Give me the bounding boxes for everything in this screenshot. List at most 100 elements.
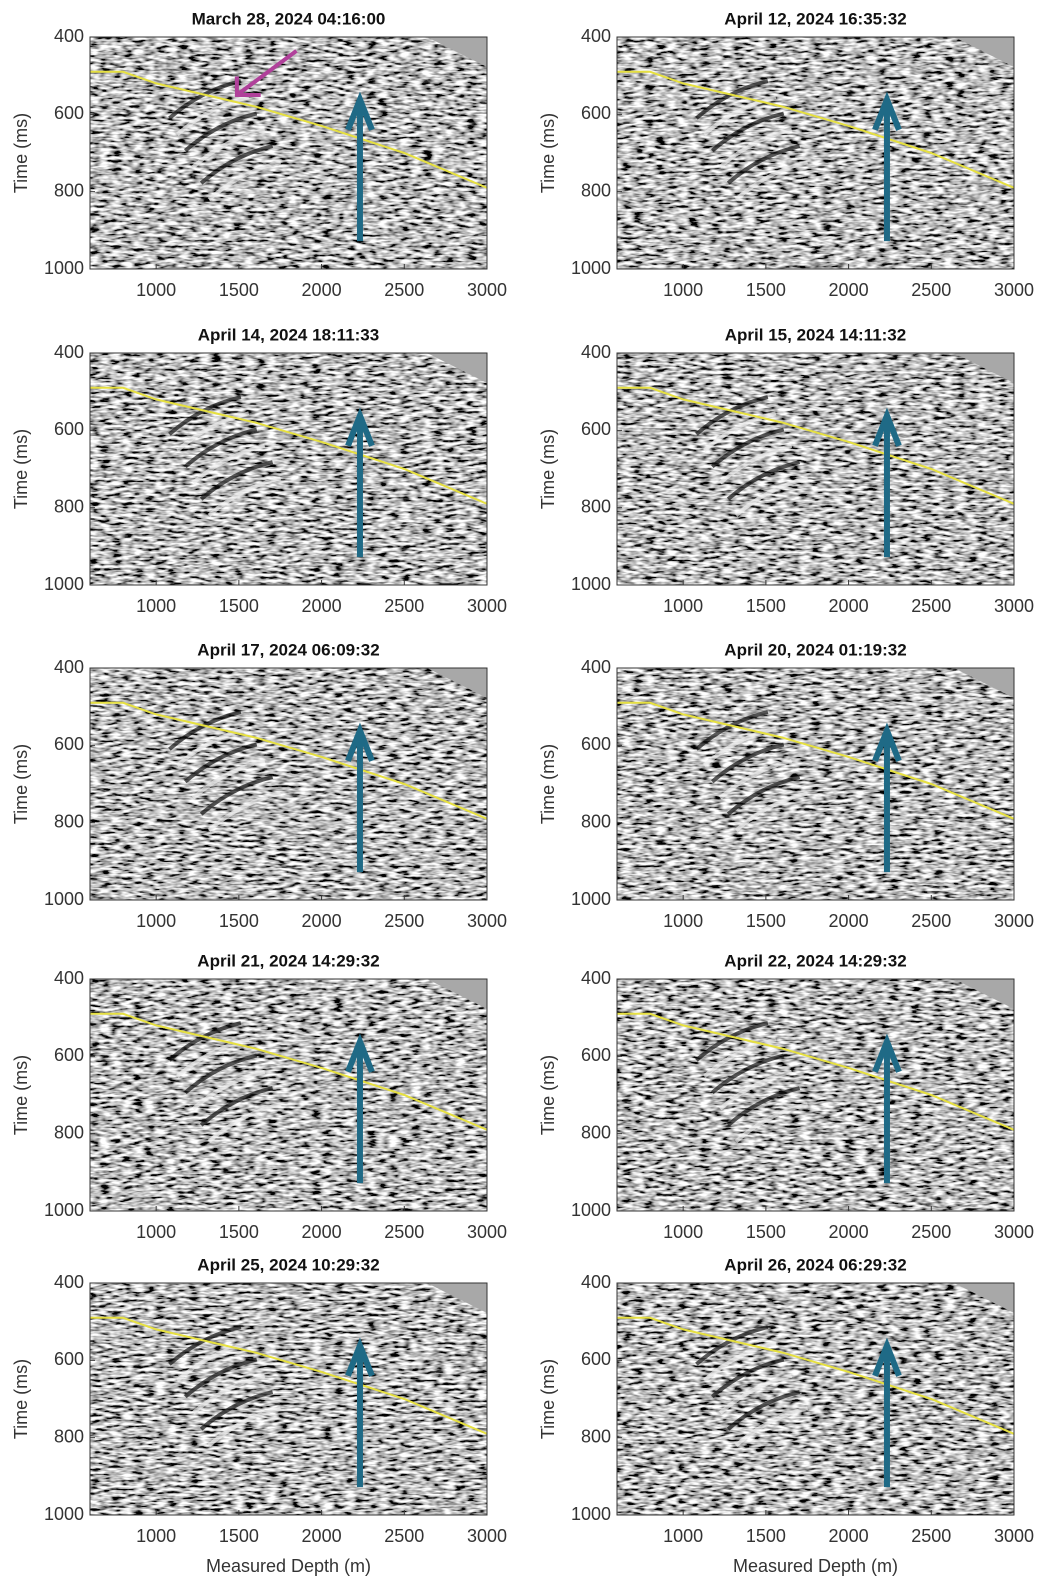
reflection-stripe <box>734 476 809 517</box>
horizon-line <box>90 701 487 820</box>
y-axis-label: Time (ms) <box>11 744 31 824</box>
reflection-stripe <box>207 1406 282 1447</box>
reflection-stripe <box>734 160 809 201</box>
chart-title: April 20, 2024 01:19:32 <box>724 640 906 659</box>
reflection-stripe <box>207 476 282 517</box>
muted-zone <box>954 353 1014 383</box>
reflection-stripe <box>176 411 250 452</box>
noise-texture <box>617 668 1014 900</box>
y-axis-label: Time (ms) <box>11 1055 31 1135</box>
horizon-line <box>617 386 1014 505</box>
reflection-stripe <box>726 144 801 185</box>
x-tick-label: 2500 <box>384 911 424 931</box>
chart-title: March 28, 2024 04:16:00 <box>192 9 386 28</box>
plot-frame <box>89 667 488 901</box>
reflection-stripe <box>726 775 801 816</box>
muted-zone <box>427 1283 487 1313</box>
y-tick-label: 600 <box>581 419 611 439</box>
horizon-line <box>90 1012 487 1131</box>
reflection-stripe <box>191 127 266 169</box>
reflection-stripe <box>710 1053 785 1095</box>
arrow-annotation <box>872 1337 902 1488</box>
x-axis-label: Measured Depth (m) <box>733 1556 898 1576</box>
y-tick-label: 400 <box>54 1272 84 1292</box>
y-tick-label: 1000 <box>571 258 611 278</box>
y-tick-label: 1000 <box>571 889 611 909</box>
y-axis-label: Time (ms) <box>538 744 558 824</box>
arrow-annotation <box>345 1033 375 1184</box>
arrow-annotation <box>872 407 902 558</box>
reflection-stripe <box>199 1086 274 1127</box>
muted-zone <box>427 668 487 698</box>
x-tick-label: 1000 <box>663 280 703 300</box>
chart-title: April 26, 2024 06:29:32 <box>724 1255 906 1274</box>
x-tick-label: 2500 <box>911 596 951 616</box>
y-tick-label: 800 <box>54 1426 84 1446</box>
y-tick-label: 800 <box>581 496 611 516</box>
plot-frame <box>616 978 1015 1212</box>
reflection-stripe <box>199 144 274 185</box>
x-tick-label: 3000 <box>994 1222 1034 1242</box>
seismic-image <box>90 979 487 1211</box>
seismic-image <box>617 37 1014 269</box>
seismic-image <box>617 1283 1014 1515</box>
y-tick-label: 400 <box>581 657 611 677</box>
y-tick-label: 1000 <box>44 1200 84 1220</box>
y-tick-label: 600 <box>581 734 611 754</box>
y-tick-label: 400 <box>581 1272 611 1292</box>
x-tick-label: 2000 <box>829 911 869 931</box>
plot-frame <box>616 667 1015 901</box>
reflection-stripe <box>710 742 785 784</box>
reflection-stripe <box>726 460 801 501</box>
x-tick-label: 3000 <box>994 280 1034 300</box>
noise-texture <box>617 1283 1014 1515</box>
y-axis-label: Time (ms) <box>538 1359 558 1439</box>
y-tick-label: 1000 <box>44 258 84 278</box>
arrow-annotation <box>345 91 375 242</box>
x-tick-label: 3000 <box>467 911 507 931</box>
y-tick-label: 400 <box>54 342 84 362</box>
x-tick-label: 1000 <box>136 1526 176 1546</box>
reflection-stripe <box>199 1390 274 1431</box>
plot-frame <box>616 1282 1015 1516</box>
x-tick-label: 1000 <box>663 596 703 616</box>
x-tick-label: 2500 <box>384 280 424 300</box>
noise-texture <box>617 979 1014 1211</box>
reflection-stripe <box>703 95 777 136</box>
reflection-stripe <box>191 1373 266 1415</box>
x-tick-label: 3000 <box>994 1526 1034 1546</box>
arrow-annotation <box>234 49 298 97</box>
reflection-stripe <box>734 1102 809 1143</box>
x-tick-label: 2500 <box>911 911 951 931</box>
seismic-image <box>90 1283 487 1515</box>
reflection-stripe <box>703 411 777 452</box>
x-tick-label: 3000 <box>467 1526 507 1546</box>
reflection-stripe <box>710 111 785 153</box>
y-tick-label: 600 <box>54 1045 84 1065</box>
noise-texture <box>90 979 487 1211</box>
y-tick-label: 1000 <box>571 574 611 594</box>
muted-zone <box>427 37 487 67</box>
reflection-stripe <box>703 726 777 767</box>
x-tick-label: 1500 <box>219 280 259 300</box>
x-tick-label: 3000 <box>994 911 1034 931</box>
plot-frame <box>616 36 1015 270</box>
x-tick-label: 1500 <box>746 1526 786 1546</box>
y-tick-label: 1000 <box>44 574 84 594</box>
x-tick-label: 3000 <box>467 280 507 300</box>
seismic-image <box>90 668 487 900</box>
x-tick-label: 2000 <box>302 911 342 931</box>
y-tick-label: 600 <box>54 419 84 439</box>
y-axis-label: Time (ms) <box>538 429 558 509</box>
reflection-stripe <box>176 1341 250 1382</box>
x-tick-label: 1500 <box>746 1222 786 1242</box>
y-tick-label: 600 <box>54 1349 84 1369</box>
y-tick-label: 600 <box>581 1045 611 1065</box>
y-axis-label: Time (ms) <box>538 1055 558 1135</box>
x-tick-label: 2000 <box>302 1526 342 1546</box>
y-tick-label: 800 <box>54 496 84 516</box>
reflection-stripe <box>176 726 250 767</box>
reflection-stripe <box>718 1069 793 1111</box>
